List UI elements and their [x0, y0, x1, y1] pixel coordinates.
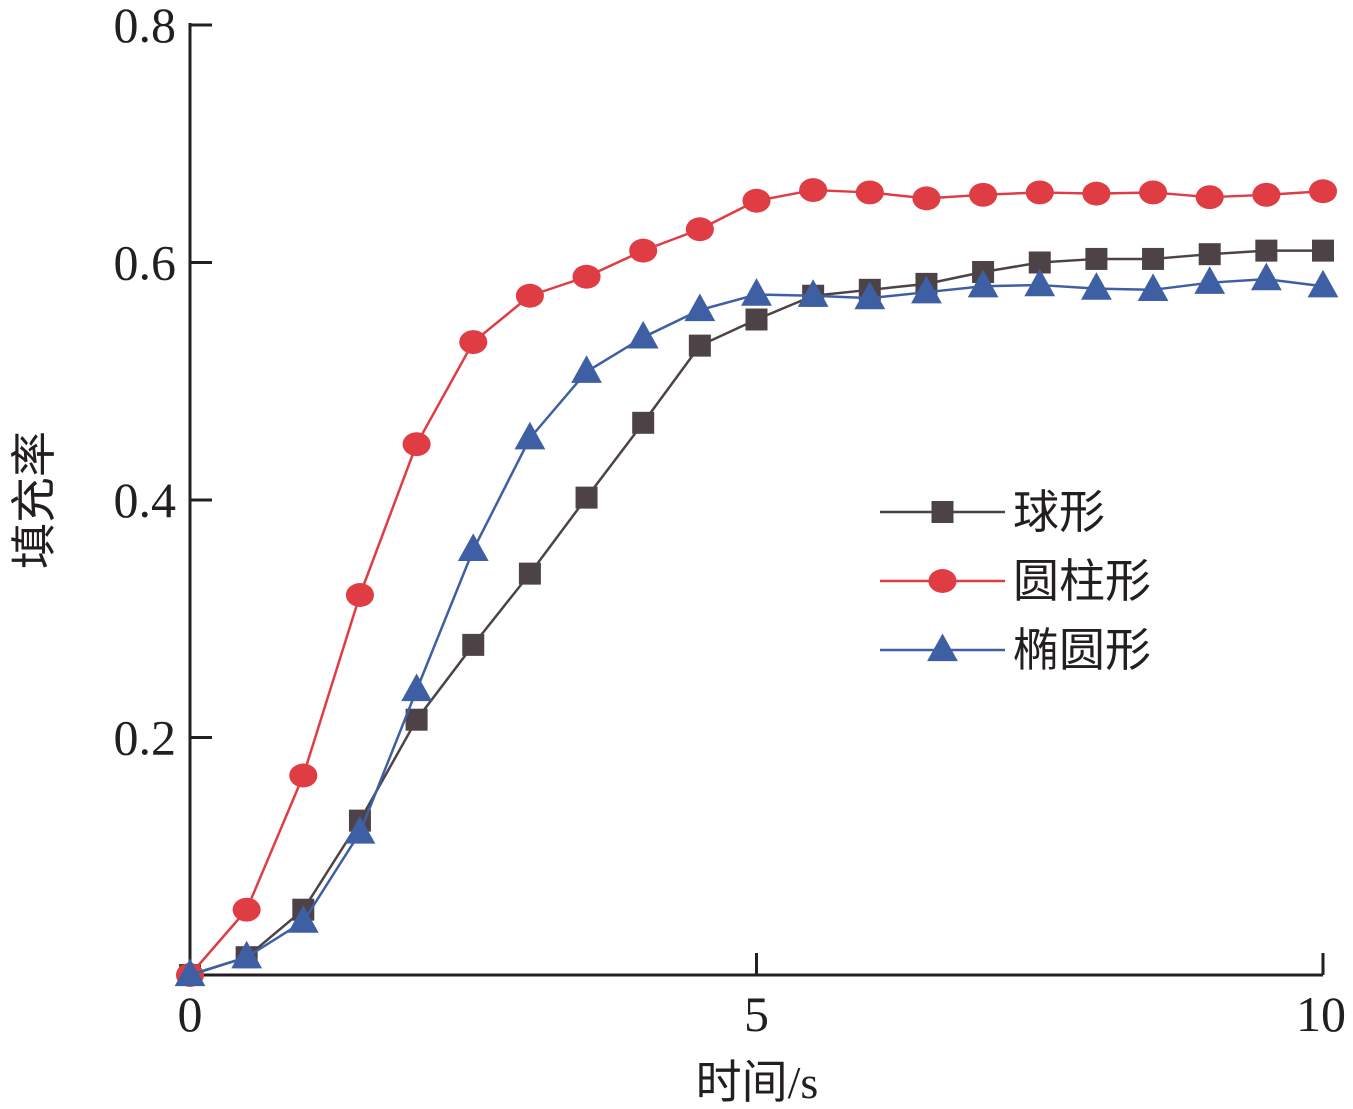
data-point [575, 486, 598, 509]
data-point [1081, 272, 1112, 300]
series-circle [175, 178, 1338, 987]
x-tick-label: 10 [1296, 986, 1346, 1042]
data-point [515, 283, 544, 308]
data-point [232, 897, 261, 922]
legend-item: 球形 [880, 487, 1105, 538]
series-line [189, 249, 1323, 977]
series-line [189, 188, 1324, 976]
data-point [1028, 251, 1051, 274]
data-point [514, 421, 546, 450]
data-point [1082, 181, 1111, 206]
data-point [1195, 185, 1224, 210]
data-point [459, 330, 488, 355]
data-point [1308, 179, 1338, 204]
y-tick-label: 0.8 [114, 0, 177, 53]
data-point [685, 217, 714, 242]
series-triangle [174, 262, 1339, 987]
data-point [627, 320, 659, 349]
legend-label: 圆柱形 [1013, 556, 1151, 607]
data-point [1137, 273, 1169, 301]
series-line [189, 277, 1324, 977]
data-point [745, 308, 768, 331]
data-point [1142, 247, 1165, 270]
legend-item: 圆柱形 [880, 556, 1151, 607]
data-point [1198, 243, 1221, 266]
data-point [629, 238, 658, 263]
data-point [289, 763, 318, 788]
series-square [179, 239, 1334, 986]
data-point [1139, 180, 1168, 205]
data-point [742, 188, 771, 213]
data-point [684, 293, 716, 322]
data-point [1307, 269, 1339, 298]
data-point [345, 583, 374, 607]
data-point [457, 533, 489, 562]
legend-marker [927, 633, 958, 662]
data-point [462, 633, 485, 656]
legend-label: 球形 [1013, 487, 1105, 538]
data-point [1250, 262, 1282, 291]
data-point [911, 275, 942, 304]
data-point [402, 432, 431, 457]
data-point [632, 411, 655, 434]
data-point [572, 264, 601, 289]
data-point [1194, 266, 1226, 294]
data-point [231, 940, 263, 969]
x-tick-label: 0 [178, 986, 203, 1042]
data-point [1312, 239, 1334, 262]
x-axis-label: 时间/s [696, 1057, 819, 1108]
data-point [967, 269, 999, 298]
data-point [405, 708, 428, 731]
data-point [571, 355, 602, 383]
legend-marker [928, 569, 957, 593]
y-axis-label: 填充率 [9, 431, 60, 569]
y-tick-label: 0.2 [114, 710, 177, 766]
data-point [854, 281, 886, 310]
data-point [1255, 239, 1278, 262]
data-point [344, 816, 376, 844]
y-tick-label: 0.4 [114, 472, 177, 528]
series-layer [174, 178, 1339, 987]
data-point [799, 178, 828, 203]
data-point [855, 180, 884, 205]
data-point [969, 182, 998, 207]
data-point [287, 905, 319, 933]
data-point [1085, 247, 1108, 270]
x-tick-label: 5 [744, 986, 769, 1042]
y-tick-label: 0.6 [114, 235, 177, 291]
data-point [797, 279, 829, 307]
data-point [518, 562, 541, 585]
legend-label: 椭圆形 [1013, 625, 1151, 676]
data-point [912, 186, 941, 211]
legend-item: 椭圆形 [880, 625, 1151, 676]
data-point [1025, 180, 1054, 205]
x-axis: 0 5 10 [178, 953, 1346, 1042]
data-point [401, 673, 432, 702]
data-point [1252, 182, 1281, 207]
data-point [688, 334, 711, 357]
data-point [174, 958, 206, 987]
legend-marker [931, 501, 954, 523]
data-point [741, 278, 772, 306]
data-point [1024, 268, 1056, 297]
y-axis: 0.2 0.4 0.6 0.8 [114, 0, 212, 975]
